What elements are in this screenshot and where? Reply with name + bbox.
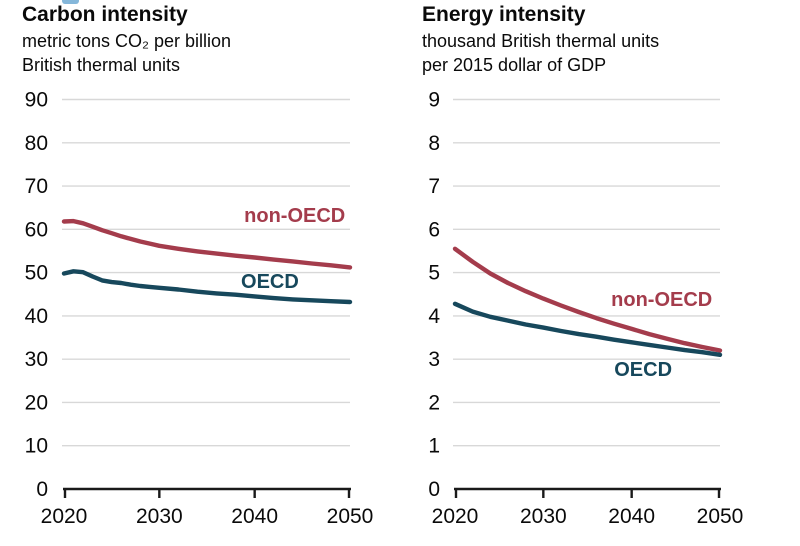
y-tick-label: 90 <box>25 89 48 112</box>
series-line-oecd <box>452 301 723 357</box>
y-tick-label: 3 <box>428 348 440 371</box>
energy-chart-title: Energy intensity <box>422 3 586 26</box>
subtitle-line: British thermal units <box>22 55 181 75</box>
x-tick-label: 2050 <box>327 505 374 528</box>
y-tick-label: 20 <box>25 391 48 414</box>
series-label-non-oecd: non-OECD <box>611 289 712 311</box>
energy-chart-subtitle: thousand British thermal units per 2015 … <box>422 29 800 77</box>
series-line-non-oecd <box>452 246 723 353</box>
y-tick-label: 0 <box>428 478 440 501</box>
y-tick-label: 5 <box>428 262 440 285</box>
y-tick-label: 2 <box>428 391 440 414</box>
series-line-non-oecd <box>61 218 353 270</box>
y-tick-label: 40 <box>25 305 48 328</box>
y-tick-label: 60 <box>25 218 48 241</box>
series-label-non-oecd: non-OECD <box>244 205 345 227</box>
y-tick-label: 50 <box>25 262 48 285</box>
subtitle-line: per 2015 dollar of GDP <box>422 55 607 75</box>
carbon-chart-subtitle: metric tons CO₂ per billion British ther… <box>22 29 402 77</box>
carbon-chart-header: Carbon intensity metric tons CO₂ per bil… <box>22 2 402 77</box>
series-label-oecd: OECD <box>614 359 672 381</box>
y-tick-label: 4 <box>428 305 440 328</box>
x-tick-label: 2030 <box>136 505 183 528</box>
y-tick-label: 6 <box>428 218 440 241</box>
x-tick-label: 2030 <box>520 505 567 528</box>
y-tick-label: 10 <box>25 435 48 458</box>
carbon-chart-title: Carbon intensity <box>22 3 188 26</box>
y-tick-label: 80 <box>25 132 48 155</box>
x-tick-label: 2040 <box>231 505 278 528</box>
x-tick-label: 2040 <box>608 505 655 528</box>
series-label-oecd: OECD <box>241 271 299 293</box>
y-tick-label: 9 <box>428 89 440 112</box>
y-tick-label: 30 <box>25 348 48 371</box>
x-tick-label: 2020 <box>41 505 88 528</box>
y-tick-label: 8 <box>428 132 440 155</box>
y-tick-label: 7 <box>428 175 440 198</box>
subtitle-line: metric tons CO₂ per billion <box>22 31 232 51</box>
x-tick-label: 2020 <box>432 505 479 528</box>
x-tick-label: 2050 <box>697 505 744 528</box>
y-tick-label: 0 <box>36 478 48 501</box>
energy-chart-header: Energy intensity thousand British therma… <box>422 2 800 77</box>
y-tick-label: 70 <box>25 175 48 198</box>
subtitle-line: thousand British thermal units <box>422 31 660 51</box>
series-line-oecd <box>61 269 353 305</box>
cropped-artifact <box>62 0 79 4</box>
y-tick-label: 1 <box>428 435 440 458</box>
